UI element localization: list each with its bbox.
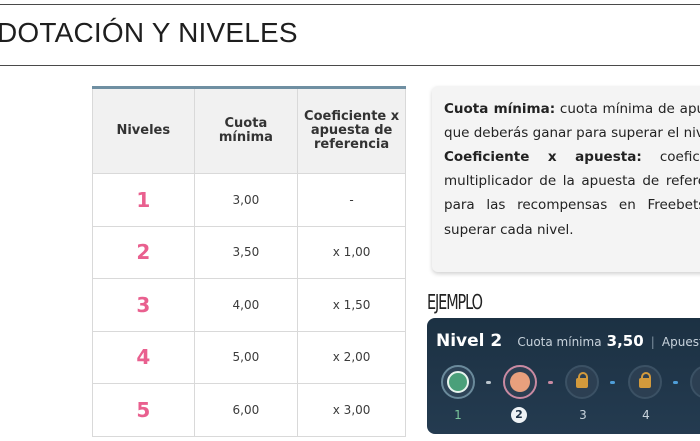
- page-title: DOTACIÓN Y NIVELES: [0, 17, 298, 48]
- level-number: 4: [136, 345, 151, 370]
- coef-cell: -: [297, 173, 406, 227]
- coef-cell: x 1,00: [297, 225, 406, 279]
- level-cell: 4: [92, 330, 195, 384]
- example-panel: Nivel 2 Cuota mínima 3,50 | Apuesta x1 1…: [427, 318, 700, 434]
- example-level-label: Nivel 2: [436, 331, 503, 351]
- progress-dot: [673, 381, 678, 384]
- separator: |: [650, 335, 655, 349]
- level-cell: 2: [92, 225, 195, 279]
- table-row: 2 3,50 x 1,00: [92, 225, 406, 279]
- step-label: 1: [454, 408, 462, 422]
- step-partial-icon: [690, 365, 700, 399]
- quota-cell: 4,00: [193, 278, 299, 332]
- table-row: 1 3,00 -: [92, 173, 406, 227]
- step-completed-check-icon: [441, 365, 475, 399]
- quota-cell: 3,50: [193, 225, 299, 279]
- level-number: 3: [136, 292, 151, 317]
- info-text: Cuota mínima: cuota mínima de apuesta qu…: [444, 97, 700, 242]
- desc-cuota-minima: cuota mínima de apuesta que deberás gana…: [444, 101, 700, 141]
- header-bottom-divider: [0, 65, 700, 66]
- coef-cell: x 3,00: [297, 383, 406, 437]
- header-coeficiente: Coeficiente x apuesta de referencia: [297, 87, 406, 174]
- example-bet-label: Apuesta: [661, 335, 700, 349]
- level-cell: 5: [92, 383, 195, 437]
- example-quota-label: Cuota mínima: [517, 335, 602, 349]
- desc-coeficiente: coeficiente multiplicador de la apuesta …: [444, 149, 700, 213]
- table-row: 5 6,00 x 3,00: [92, 383, 406, 437]
- table-header-row: Niveles Cuota mínima Coeficiente x apues…: [92, 87, 406, 174]
- table-row: 3 4,00 x 1,50: [92, 278, 406, 332]
- info-card: Cuota mínima: cuota mínima de apuesta qu…: [432, 86, 700, 272]
- level-cell: 3: [92, 278, 195, 332]
- step-current-avatar-icon: [503, 365, 537, 399]
- level-number: 1: [136, 187, 151, 212]
- example-quota-value: 3,50: [606, 332, 644, 350]
- level-cell: 1: [92, 173, 195, 227]
- progress-dot: [486, 381, 491, 384]
- desc-coeficiente-end: superar cada nivel.: [444, 222, 574, 238]
- level-number: 2: [136, 240, 151, 265]
- progress-dot: [548, 381, 553, 384]
- coef-cell: x 1,50: [297, 278, 406, 332]
- levels-table: Niveles Cuota mínima Coeficiente x apues…: [92, 86, 406, 437]
- coef-cell: x 2,00: [297, 330, 406, 384]
- term-coeficiente: Coeficiente x apuesta:: [444, 149, 642, 165]
- step-label: 4: [642, 408, 650, 422]
- quota-cell: 3,00: [193, 173, 299, 227]
- header-cuota-minima: Cuota mínima: [193, 87, 299, 174]
- quota-cell: 5,00: [193, 330, 299, 384]
- level-number: 5: [136, 397, 151, 422]
- header-top-divider: [0, 4, 700, 5]
- step-label-current: 2: [511, 407, 527, 423]
- example-header: Nivel 2 Cuota mínima 3,50 | Apuesta x1: [436, 331, 700, 351]
- example-title: EJEMPLO: [427, 290, 483, 314]
- step-locked-lock-icon: [628, 365, 662, 399]
- term-cuota-minima: Cuota mínima:: [444, 101, 556, 117]
- step-label: 3: [579, 408, 587, 422]
- header-niveles: Niveles: [92, 87, 195, 174]
- step-locked-lock-icon: [565, 365, 599, 399]
- quota-cell: 6,00: [193, 383, 299, 437]
- table-row: 4 5,00 x 2,00: [92, 330, 406, 384]
- progress-dot: [610, 381, 615, 384]
